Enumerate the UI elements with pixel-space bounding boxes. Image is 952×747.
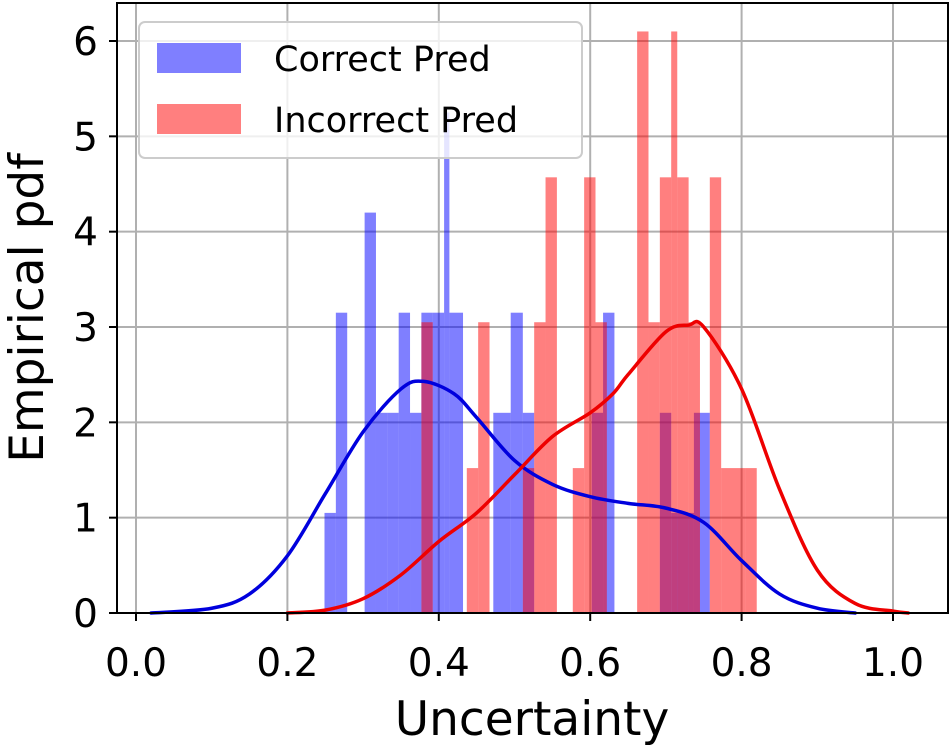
kde-curves (149, 319, 910, 615)
histogram-bar-incorrect (637, 31, 649, 613)
histogram-bar-incorrect (534, 322, 546, 613)
legend-swatch-incorrect (157, 104, 241, 134)
histogram-bar-correct (444, 112, 450, 613)
legend-label-incorrect: Incorrect Pred (274, 101, 518, 141)
legend-label-correct: Correct Pred (274, 40, 491, 80)
x-tick-label: 0.0 (105, 641, 167, 686)
x-tick-label: 0.4 (408, 641, 470, 686)
histogram-bar-incorrect (478, 322, 490, 613)
histogram-bar-incorrect (671, 31, 678, 613)
histogram-bar-correct (375, 412, 388, 613)
histogram-bar-incorrect (677, 177, 689, 613)
histogram-bar-incorrect (595, 322, 607, 613)
y-tick-label: 6 (73, 20, 98, 65)
histogram-bar-correct (398, 312, 411, 613)
kde-line-correct (149, 379, 857, 615)
histogram-bar-incorrect (584, 177, 596, 613)
histogram-bar-incorrect (421, 322, 433, 613)
histogram-bar-correct (603, 312, 615, 613)
histogram-bar-incorrect (572, 468, 585, 613)
legend-swatch-correct (157, 43, 241, 73)
histogram-bar-incorrect (688, 322, 700, 613)
histogram-bar-incorrect (659, 177, 672, 613)
axis-ticks: 0.0 0.2 0.4 0.6 0.8 1.0 0 1 2 3 4 5 6 (73, 20, 924, 686)
y-axis-label: Empirical pdf (0, 152, 55, 463)
histogram-bar-incorrect (745, 468, 757, 613)
y-tick-label: 3 (73, 306, 98, 351)
y-tick-label: 0 (73, 592, 98, 637)
x-tick-label: 1.0 (862, 641, 924, 686)
y-tick-label: 5 (73, 115, 98, 160)
histogram-bar-incorrect (466, 468, 479, 613)
histogram-bar-correct (410, 412, 422, 613)
y-tick-label: 4 (73, 211, 98, 256)
histogram-bar-correct (493, 412, 511, 613)
histogram-bar-incorrect (545, 177, 557, 613)
histogram-bar-incorrect (522, 468, 535, 613)
y-tick-label: 1 (73, 497, 98, 542)
legend-box (138, 21, 583, 159)
plot-frame (116, 2, 949, 614)
histogram-bar-correct (387, 412, 399, 613)
histogram-bar-incorrect (648, 322, 660, 613)
legend: Correct Pred Incorrect Pred (138, 21, 583, 159)
x-tick-label: 0.2 (256, 641, 318, 686)
y-tick-label: 2 (73, 401, 98, 446)
x-tick-label: 0.6 (559, 641, 621, 686)
histogram-bar-correct (432, 312, 445, 613)
x-axis-label: Uncertainty (395, 692, 670, 747)
histogram-bar-incorrect (709, 177, 722, 613)
x-tick-label: 0.8 (711, 641, 773, 686)
histogram-bar-correct (449, 312, 464, 613)
histogram-bar-correct (364, 212, 376, 613)
kde-line-incorrect (285, 319, 910, 615)
histogram-bar-correct (324, 512, 336, 613)
